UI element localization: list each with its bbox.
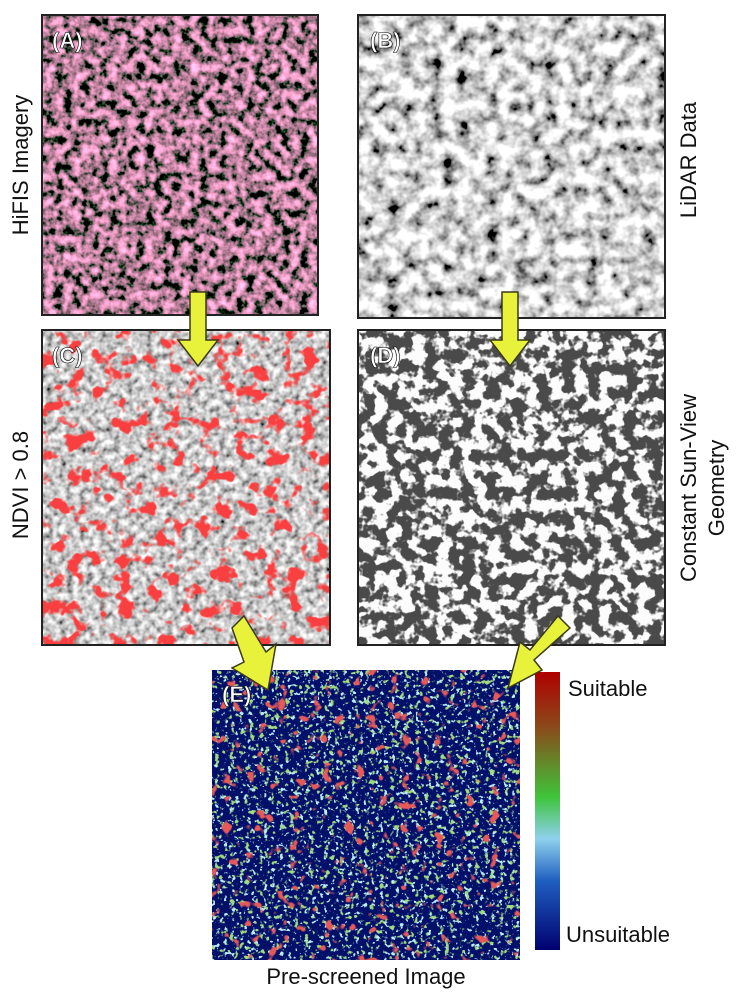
colorbar-top-label: Suitable [568, 676, 648, 701]
panel-a-border [41, 14, 319, 316]
panel-caption: HiFIS Imagery [8, 95, 33, 236]
panel-c-overlay [42, 330, 330, 645]
arrow [230, 614, 278, 692]
panel-c-border [41, 329, 331, 646]
panel-d-overlay [358, 330, 665, 645]
arrow [176, 291, 220, 368]
panel-e-overlay [212, 670, 520, 960]
panel-caption: LiDAR Data [676, 101, 701, 218]
arrows [176, 291, 572, 692]
panel-label: (B) [370, 28, 401, 53]
panel-label: (D) [370, 343, 401, 368]
panel-caption: NDVI > 0.8 [8, 431, 33, 539]
panel-label: (C) [52, 343, 83, 368]
panel-caption: Pre-screened Image [266, 964, 465, 989]
panel-caption: Constant Sun-View [676, 394, 701, 582]
colorbar-bottom-label: Unsuitable [566, 922, 670, 947]
panel-a-image [42, 15, 318, 315]
panel-label: (A) [52, 28, 83, 53]
arrow [488, 291, 532, 368]
panel-b-image [358, 15, 665, 318]
colorbar [535, 672, 560, 950]
panel-label: (E) [222, 682, 251, 707]
panel-caption: Geometry [704, 440, 729, 537]
arrow [506, 614, 572, 690]
